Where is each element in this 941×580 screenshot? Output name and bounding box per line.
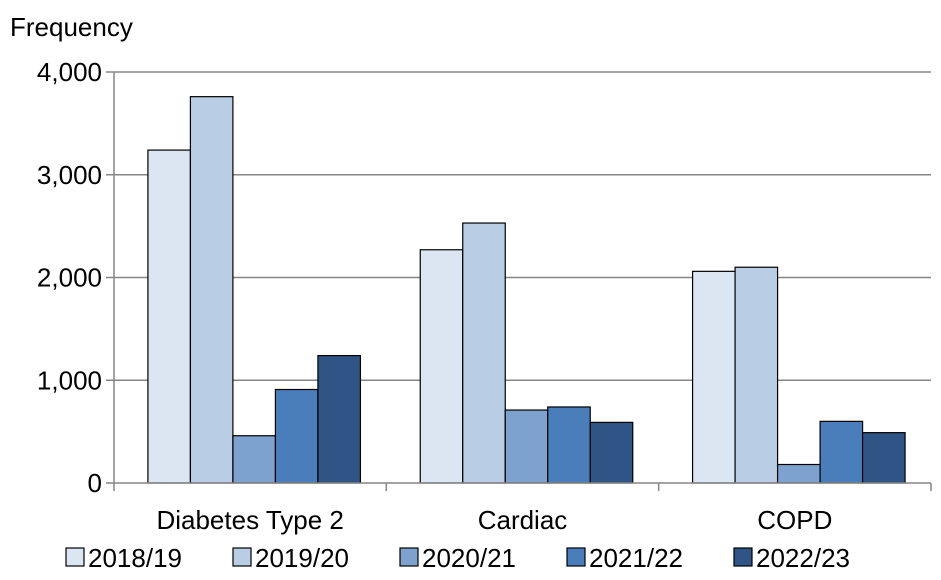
y-tick-label: 1,000 — [37, 365, 102, 395]
bars — [147, 96, 906, 484]
bar — [232, 435, 277, 484]
y-tick-label: 4,000 — [37, 57, 102, 87]
legend-swatch — [399, 547, 419, 567]
x-category-label: Cardiac — [478, 505, 568, 535]
bar — [776, 463, 821, 484]
legend: 2018/19 2019/20 2020/21 2021/22 2022/23 — [65, 543, 850, 573]
legend-label: 2022/23 — [756, 543, 850, 573]
x-category-label: COPD — [757, 505, 832, 535]
bar — [547, 406, 591, 484]
bar — [691, 270, 736, 484]
legend-label: 2019/20 — [255, 543, 349, 573]
legend-swatch — [232, 547, 252, 567]
legend-label: 2020/21 — [422, 543, 516, 573]
legend-label: 2018/19 — [88, 543, 182, 573]
axes — [113, 72, 932, 491]
x-axis-categories: Diabetes Type 2 Cardiac COPD — [156, 505, 832, 535]
y-axis-ticks: 0 1,000 2,000 3,000 4,000 — [37, 57, 114, 498]
bar — [317, 354, 362, 484]
x-category-label: Diabetes Type 2 — [156, 505, 343, 535]
bar — [147, 149, 192, 484]
bar — [819, 420, 864, 484]
gridlines — [114, 71, 931, 381]
bar — [589, 421, 634, 484]
y-tick-label: 2,000 — [37, 263, 102, 293]
legend-swatch — [65, 547, 85, 567]
bar — [419, 249, 464, 484]
legend-label: 2021/22 — [589, 543, 683, 573]
y-axis-label: Frequency — [10, 12, 133, 42]
legend-swatch — [733, 547, 753, 567]
bar — [861, 432, 906, 484]
legend-swatch — [566, 547, 586, 567]
bar — [462, 222, 506, 484]
bar — [504, 409, 549, 484]
bar — [189, 96, 234, 484]
y-tick-label: 3,000 — [37, 160, 102, 190]
y-tick-label: 0 — [88, 468, 102, 498]
bar — [274, 388, 319, 484]
bar — [734, 266, 779, 484]
